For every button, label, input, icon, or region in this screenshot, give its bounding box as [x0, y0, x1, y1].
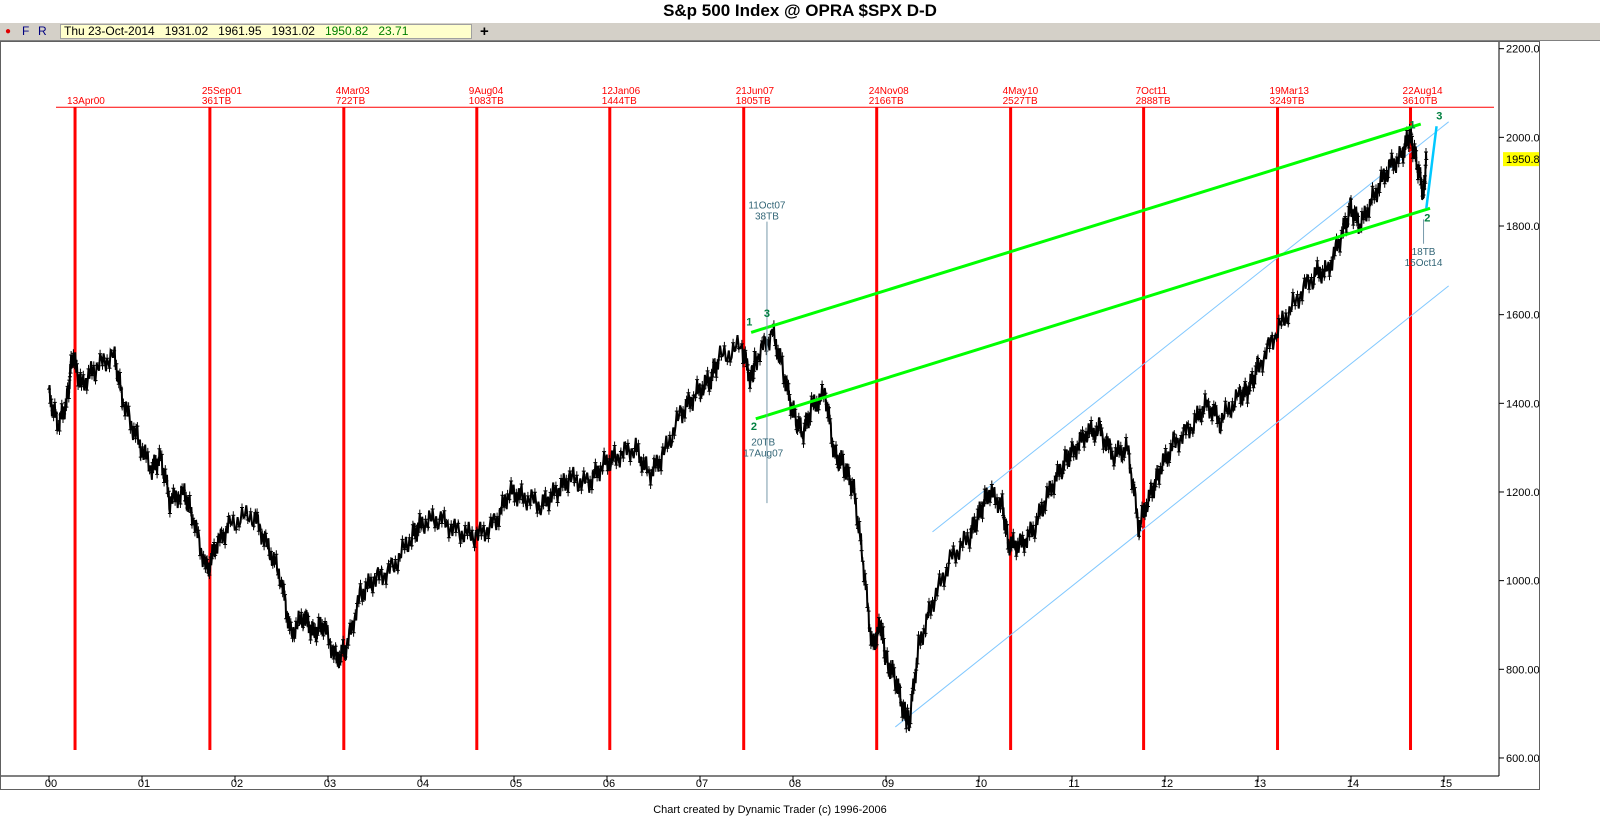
- x-tick-label: 00: [45, 778, 57, 789]
- cycle-date-label: 4May10: [1003, 86, 1039, 97]
- f-button[interactable]: F: [22, 24, 30, 38]
- green-channel-line: [750, 122, 1422, 334]
- cycle-date-label: 19Mar13: [1270, 86, 1310, 97]
- x-tick-label: 05: [510, 778, 522, 789]
- wave-label: 2: [751, 421, 757, 433]
- cycle-tb-label: 1083TB: [469, 96, 504, 107]
- measure-label: 18TB: [1412, 247, 1436, 258]
- x-tick-label: 14: [1347, 778, 1359, 789]
- x-tick-label: 10: [975, 778, 987, 789]
- bar-high: 1961.95: [218, 24, 262, 38]
- cycle-tb-label: 3249TB: [1270, 96, 1305, 107]
- cycle-date-label: 13Apr00: [67, 96, 105, 107]
- x-tick-label: 13: [1254, 778, 1266, 789]
- measure-label: 20TB: [751, 437, 775, 448]
- bar-info-box: Thu 23-Oct-2014 1931.02 1961.95 1931.02 …: [60, 24, 472, 39]
- cycle-tb-label: 1805TB: [736, 96, 771, 107]
- cycle-date-label: 12Jan06: [602, 86, 641, 97]
- y-tick-label: 1200.00: [1506, 487, 1539, 499]
- measure-label: 38TB: [755, 211, 779, 222]
- x-tick-label: 15: [1440, 778, 1452, 789]
- cyan-wave-line: [1425, 126, 1438, 209]
- price-line: [48, 125, 1428, 731]
- measure-label: 17Aug07: [743, 449, 783, 460]
- wave-label: 2: [1424, 213, 1430, 225]
- price-chart[interactable]: 600.00 800.00 1000.00 1200.00 1400.00 1600.00…: [1, 42, 1539, 789]
- add-plus-icon[interactable]: +: [480, 23, 489, 40]
- x-tick-label: 11: [1068, 778, 1079, 789]
- cycle-date-label: 21Jun07: [736, 86, 775, 97]
- cycle-date-label: 7Oct11: [1136, 86, 1168, 97]
- cycle-date-label: 25Sep01: [202, 86, 242, 97]
- cycle-tb-label: 2166TB: [869, 96, 904, 107]
- cycle-date-label: 9Aug04: [469, 86, 504, 97]
- y-tick-label: 1000.00: [1506, 576, 1539, 588]
- bar-change: 23.71: [378, 24, 409, 38]
- y-tick-label: 2200.00: [1506, 44, 1539, 56]
- wave-label: 3: [1436, 111, 1442, 123]
- measure-label: 11Oct07: [748, 200, 785, 211]
- r-button[interactable]: R: [38, 24, 47, 38]
- x-tick-label: 01: [138, 778, 150, 789]
- toolbar: ● F R Thu 23-Oct-2014 1931.02 1961.95 19…: [0, 23, 1600, 41]
- cycle-date-label: 24Nov08: [869, 86, 909, 97]
- cycle-date-label: 22Aug14: [1403, 86, 1443, 97]
- x-tick-label: 12: [1161, 778, 1173, 789]
- x-tick-label: 03: [324, 778, 336, 789]
- chart-area[interactable]: 600.00 800.00 1000.00 1200.00 1400.00 1600.00…: [0, 41, 1540, 790]
- cycle-tb-label: 361TB: [202, 96, 232, 107]
- x-tick-label: 07: [696, 778, 708, 789]
- y-tick-label: 1400.00: [1506, 398, 1539, 410]
- last-price-tag: [1503, 152, 1539, 167]
- cycle-tb-label: 2888TB: [1136, 96, 1171, 107]
- x-tick-label: 09: [882, 778, 894, 789]
- y-tick-label: 800.00: [1506, 664, 1539, 676]
- measure-label: 15Oct14: [1405, 258, 1443, 269]
- record-dot-icon[interactable]: ●: [5, 26, 12, 37]
- wave-label: 1: [746, 317, 752, 329]
- cycle-tb-label: 2527TB: [1003, 96, 1038, 107]
- bar-low: 1931.02: [271, 24, 315, 38]
- x-tick-label: 08: [789, 778, 801, 789]
- wave-label: 3: [764, 308, 770, 320]
- green-channel-line: [755, 206, 1431, 421]
- thin-channel-line: [932, 121, 1449, 533]
- cycle-tb-label: 722TB: [336, 96, 366, 107]
- wave-label: 1: [1409, 119, 1415, 131]
- thin-channel-line: [894, 285, 1449, 728]
- x-tick-label: 06: [603, 778, 615, 789]
- cycle-tb-label: 1444TB: [602, 96, 637, 107]
- bar-date: Thu 23-Oct-2014: [64, 24, 155, 38]
- cycle-tb-label: 3610TB: [1403, 96, 1438, 107]
- y-tick-label: 600.00: [1506, 753, 1539, 765]
- last-price-label: 1950.82: [1506, 154, 1539, 166]
- y-tick-label: 1800.00: [1506, 221, 1539, 233]
- y-tick-label: 2000.00: [1506, 132, 1539, 144]
- bar-close: 1950.82: [324, 24, 369, 38]
- cycle-date-label: 4Mar03: [336, 86, 370, 97]
- x-tick-label: 04: [417, 778, 429, 789]
- x-tick-label: 02: [231, 778, 243, 789]
- bar-open: 1931.02: [164, 24, 209, 38]
- price-bars: [47, 123, 1429, 733]
- footer-credit: Chart created by Dynamic Trader (c) 1996…: [653, 804, 887, 816]
- chart-title: S&p 500 Index @ OPRA $SPX D-D: [663, 1, 937, 20]
- y-tick-label: 1600.00: [1506, 310, 1539, 322]
